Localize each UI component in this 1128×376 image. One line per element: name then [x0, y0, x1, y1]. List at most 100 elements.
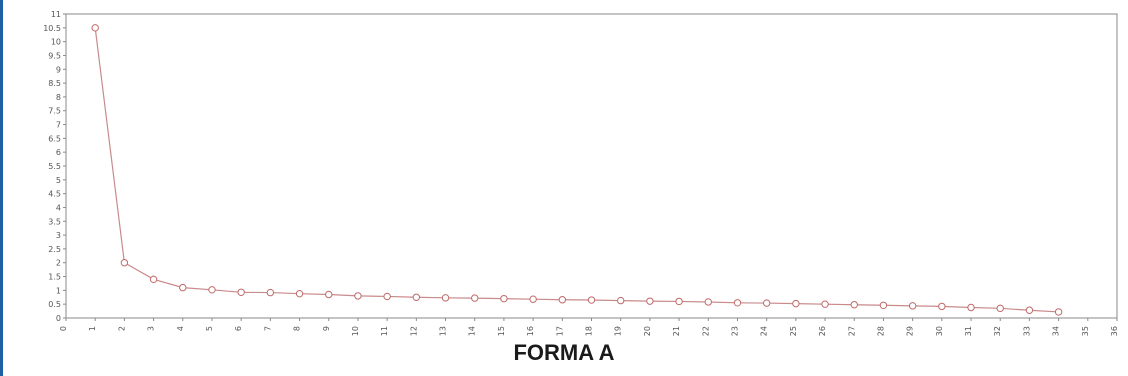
y-tick-label: 10.5 [43, 24, 61, 33]
data-point [996, 304, 1004, 313]
x-tick-label: 30 [935, 326, 944, 336]
x-tick-label: 24 [760, 326, 769, 336]
data-point [850, 301, 858, 309]
x-tick-label: 6 [234, 326, 243, 331]
data-point [383, 292, 391, 301]
x-tick-label: 25 [789, 326, 798, 336]
x-tick-label: 9 [322, 326, 331, 331]
data-point [558, 296, 567, 304]
data-point [208, 286, 216, 294]
x-tick-label: 14 [468, 326, 477, 336]
y-tick-label: 1.5 [48, 273, 61, 282]
x-tick-label: 13 [439, 326, 448, 336]
data-point [500, 294, 508, 303]
x-tick-label: 17 [555, 326, 564, 336]
x-tick-label: 15 [497, 326, 506, 336]
y-tick-label: 7.5 [48, 107, 61, 116]
plot-frame [65, 13, 1118, 319]
x-tick-label: 7 [263, 326, 272, 331]
y-tick-label: 6.5 [48, 134, 61, 143]
x-tick-label: 10 [351, 326, 360, 336]
data-point [616, 296, 625, 305]
x-tick-label: 0 [59, 326, 68, 331]
data-point [1054, 308, 1063, 316]
x-tick-label: 27 [847, 326, 856, 336]
data-point [179, 283, 187, 292]
y-tick-label: 2.5 [48, 245, 61, 254]
x-tick-label: 32 [993, 326, 1002, 336]
x-tick-label: 3 [147, 326, 156, 331]
y-tick-label: 10 [51, 38, 61, 47]
x-tick-label: 28 [876, 326, 885, 336]
left-accent-bar [0, 0, 3, 376]
x-tick-label: 33 [1022, 326, 1031, 336]
x-tick-label: 22 [701, 326, 710, 336]
x-tick-label: 11 [380, 326, 389, 336]
y-tick-label: 9.5 [48, 51, 61, 60]
data-point [587, 296, 596, 304]
data-point [266, 288, 275, 297]
y-tick-label: 5 [56, 176, 61, 185]
y-tick-label: 4 [56, 203, 61, 212]
x-tick-label: 2 [117, 326, 126, 331]
data-point [325, 290, 333, 299]
data-point [441, 294, 450, 302]
x-tick-label: 21 [672, 326, 681, 336]
data-point [967, 303, 975, 312]
y-tick-label: 1 [56, 286, 61, 295]
y-tick-label: 8.5 [48, 79, 61, 88]
data-point [149, 275, 158, 284]
x-tick-label: 19 [614, 326, 623, 336]
x-tick-label: 31 [964, 326, 973, 336]
data-point [91, 24, 99, 32]
x-tick-label: 35 [1081, 326, 1090, 336]
x-tick-label: 16 [526, 326, 535, 336]
series-line [94, 27, 1059, 313]
y-tick-label: 6 [56, 148, 61, 157]
x-tick-label: 20 [643, 326, 652, 336]
x-tick-label: 34 [1052, 326, 1061, 336]
y-tick-label: 0.5 [48, 300, 61, 309]
data-point [471, 294, 479, 302]
data-point [354, 292, 362, 300]
data-point [792, 299, 800, 308]
x-tick-label: 23 [730, 326, 739, 336]
y-tick-label: 3.5 [48, 217, 61, 226]
data-point [529, 295, 537, 303]
data-point [412, 293, 421, 301]
data-point [908, 302, 917, 310]
data-point [675, 297, 683, 306]
data-point [762, 299, 771, 307]
y-tick-label: 2 [56, 259, 61, 268]
x-tick-label: 1 [88, 326, 97, 331]
data-point [646, 297, 654, 305]
y-tick-label: 7 [56, 121, 61, 130]
data-point [120, 259, 129, 267]
x-tick-label: 4 [176, 326, 185, 331]
x-tick-label: 29 [906, 326, 915, 336]
x-tick-label: 12 [409, 326, 418, 336]
x-tick-label: 8 [293, 326, 302, 331]
data-point [704, 298, 712, 306]
x-tick-label: 18 [585, 326, 594, 336]
data-point [879, 301, 888, 309]
x-tick-label: 26 [818, 326, 827, 336]
chart-title: FORMA A [513, 340, 615, 365]
y-tick-label: 8 [56, 93, 61, 102]
y-tick-label: 5.5 [48, 162, 61, 171]
chart-plot: 0 0.5 1 1.5 2 2.5 3 3.5 4 4.5 5 5.5 6 6.5 7 7.5 8 8.5 9 9.5… [43, 10, 1119, 336]
y-tick-label: 3 [56, 231, 61, 240]
x-tick-label: 36 [1110, 326, 1119, 336]
y-tick-label: 4.5 [48, 190, 61, 199]
data-point [938, 302, 946, 311]
x-tick-label: 5 [205, 326, 214, 331]
data-point [733, 299, 742, 307]
data-point [1025, 306, 1034, 314]
y-tick-label: 11 [51, 10, 61, 19]
y-tick-label: 9 [56, 65, 61, 74]
data-point [821, 300, 829, 308]
data-point [295, 289, 304, 298]
y-tick-label: 0 [56, 314, 61, 323]
data-point [237, 288, 245, 296]
